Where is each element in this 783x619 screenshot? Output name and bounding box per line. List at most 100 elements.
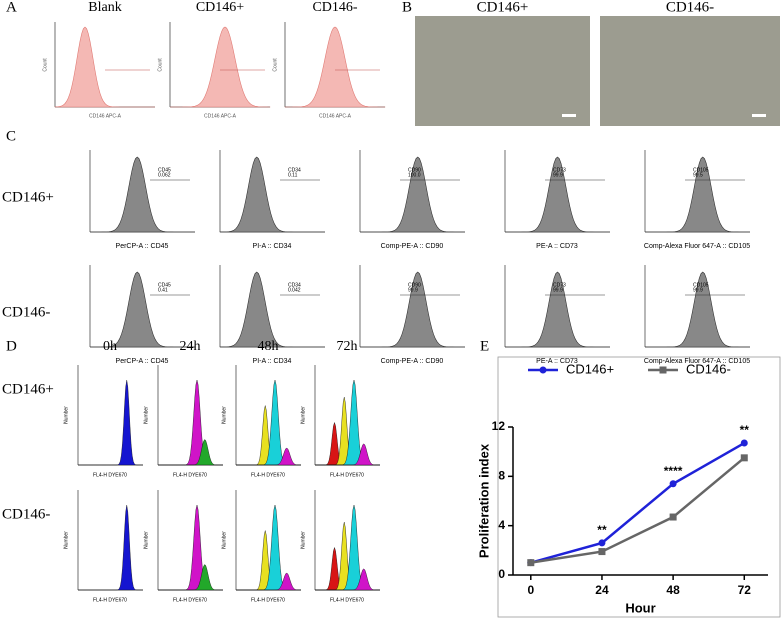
legend-label: CD146- [686,361,731,376]
axis-label: PI-A :: CD34 [253,358,292,365]
point [740,454,748,462]
histogram-peak [315,379,380,466]
axis-label: Count [157,58,163,72]
gate-label: CD90 [408,282,421,288]
micrograph [600,16,780,126]
axis-label: Count [42,58,48,72]
histogram [505,271,610,348]
histogram [54,26,155,108]
axis-label: PE-A :: CD73 [536,358,578,365]
histogram-peak [236,504,301,591]
axis-label: FL4-H DYE670 [330,597,364,603]
histogram-peak [236,447,302,466]
row-label: CD146- [2,506,50,522]
column-title: CD146+ [196,0,244,15]
panel-label: C [6,128,16,144]
gate-value: 99.9 [408,287,418,293]
series-line [530,456,746,564]
panel-label: E [480,338,489,354]
axis-label: Number [63,531,69,549]
gate-value: 0.41 [158,287,168,293]
significance: ** [740,423,750,437]
histogram [645,271,750,348]
axis-label: Number [143,406,149,424]
axis-label: Count [272,58,278,72]
axis-label: FL4-H DYE670 [93,472,127,478]
point [598,548,606,556]
column-title: 48h [258,339,279,354]
legend-marker [659,366,667,374]
x-tick-label: 24 [595,583,609,597]
gate-value: 99.9 [553,287,563,293]
scale-bar [562,114,576,117]
series-line [530,441,745,564]
axis-label: PerCP-A :: CD45 [116,243,169,250]
histogram [219,156,325,233]
scale-bar [752,114,766,117]
point [669,513,677,521]
histogram [645,156,750,233]
gate-label: CD73 [553,167,566,173]
axis-label: CD146 APC-A [89,113,122,119]
column-title: CD146- [666,0,714,15]
histogram-peak [158,439,223,466]
histogram [90,156,195,233]
axis-label: FL4-H DYE670 [173,597,207,603]
point [740,439,748,447]
row-label: CD146+ [2,189,54,205]
axis-label: PerCP-A :: CD45 [116,358,169,365]
row-label: CD146- [2,304,50,320]
gate-label: CD73 [553,282,566,288]
gate-value: 100.0 [408,172,421,178]
axis-label: FL4-H DYE670 [330,472,364,478]
axis-label: PI-A :: CD34 [253,243,292,250]
row-label: CD146+ [2,381,54,397]
axis-label: Comp-Alexa Fluor 647-A :: CD105 [644,358,750,365]
panel-label: B [402,0,412,15]
axis-label: Number [221,531,227,549]
axis-label: Comp-PE-A :: CD90 [381,358,444,365]
significance: ** [597,523,607,537]
axis-label: Number [143,531,149,549]
histogram-peak [236,572,302,591]
point [527,559,535,567]
axis-label: FL4-H DYE670 [173,472,207,478]
micrograph [415,16,590,126]
gate-label: CD34 [288,167,301,173]
histogram [90,271,195,348]
axis-label: Number [221,406,227,424]
axis-label: Comp-PE-A :: CD90 [381,243,444,250]
legend-marker [539,366,547,374]
gate-label: CD105 [693,282,709,288]
histogram [360,156,465,233]
y-tick-label: 8 [498,469,505,483]
axis-label: Number [300,406,306,424]
column-title: 72h [337,339,358,354]
axis-label: Comp-Alexa Fluor 647-A :: CD105 [644,243,750,250]
axis-label: Number [300,531,306,549]
histogram [284,26,386,108]
axis-label: CD146 APC-A [204,113,237,119]
x-tick-label: 48 [666,583,680,597]
legend-label: CD146+ [566,361,614,376]
chart-frame [497,356,781,618]
gate-value: 0.062 [158,172,171,178]
histogram-peak [158,379,223,466]
gate-label: CD45 [158,282,171,288]
gate-value: 0.042 [288,287,301,293]
histogram-peak [158,504,223,591]
gate-value: 0.11 [288,172,298,178]
y-axis-title: Proliferation index [476,443,491,558]
y-tick-label: 12 [492,419,506,433]
y-tick-label: 0 [498,567,505,581]
histogram [505,156,610,233]
gate-label: CD105 [693,167,709,173]
histogram-peak [315,443,380,466]
axis-label: Number [63,406,69,424]
histogram-peak [78,504,143,591]
x-axis-title: Hour [625,600,655,615]
column-title: CD146+ [477,0,529,15]
gate-value: 99.9 [553,172,563,178]
histogram [170,26,271,108]
